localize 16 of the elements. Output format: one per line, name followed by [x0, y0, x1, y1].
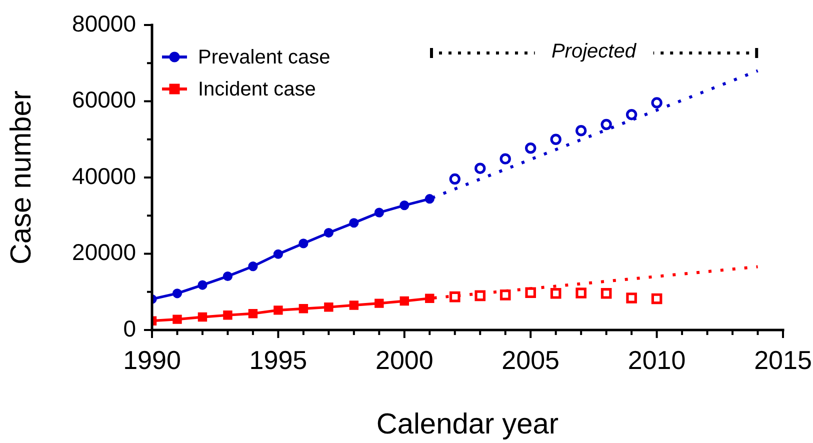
x-axis-title: Calendar year — [376, 408, 559, 441]
x-tick-label: 2005 — [502, 344, 560, 375]
y-tick-label: 60000 — [72, 86, 136, 113]
y-axis-title: Case number — [5, 90, 38, 265]
y-tick-label: 80000 — [72, 10, 136, 36]
x-tick-label: 2010 — [628, 344, 686, 375]
x-tick-label: 2015 — [754, 344, 812, 375]
annotation: Projected — [551, 40, 637, 63]
x-tick-label: 1990 — [123, 344, 181, 375]
x-tick-label: 2000 — [375, 344, 434, 375]
legend-label: Incident case — [198, 78, 316, 101]
legend-label: Prevalent case — [198, 46, 330, 69]
y-tick-label: 0 — [123, 315, 136, 342]
x-tick-label: 1995 — [249, 344, 308, 375]
y-tick-label: 40000 — [72, 162, 136, 189]
y-tick-label: 20000 — [72, 239, 136, 266]
